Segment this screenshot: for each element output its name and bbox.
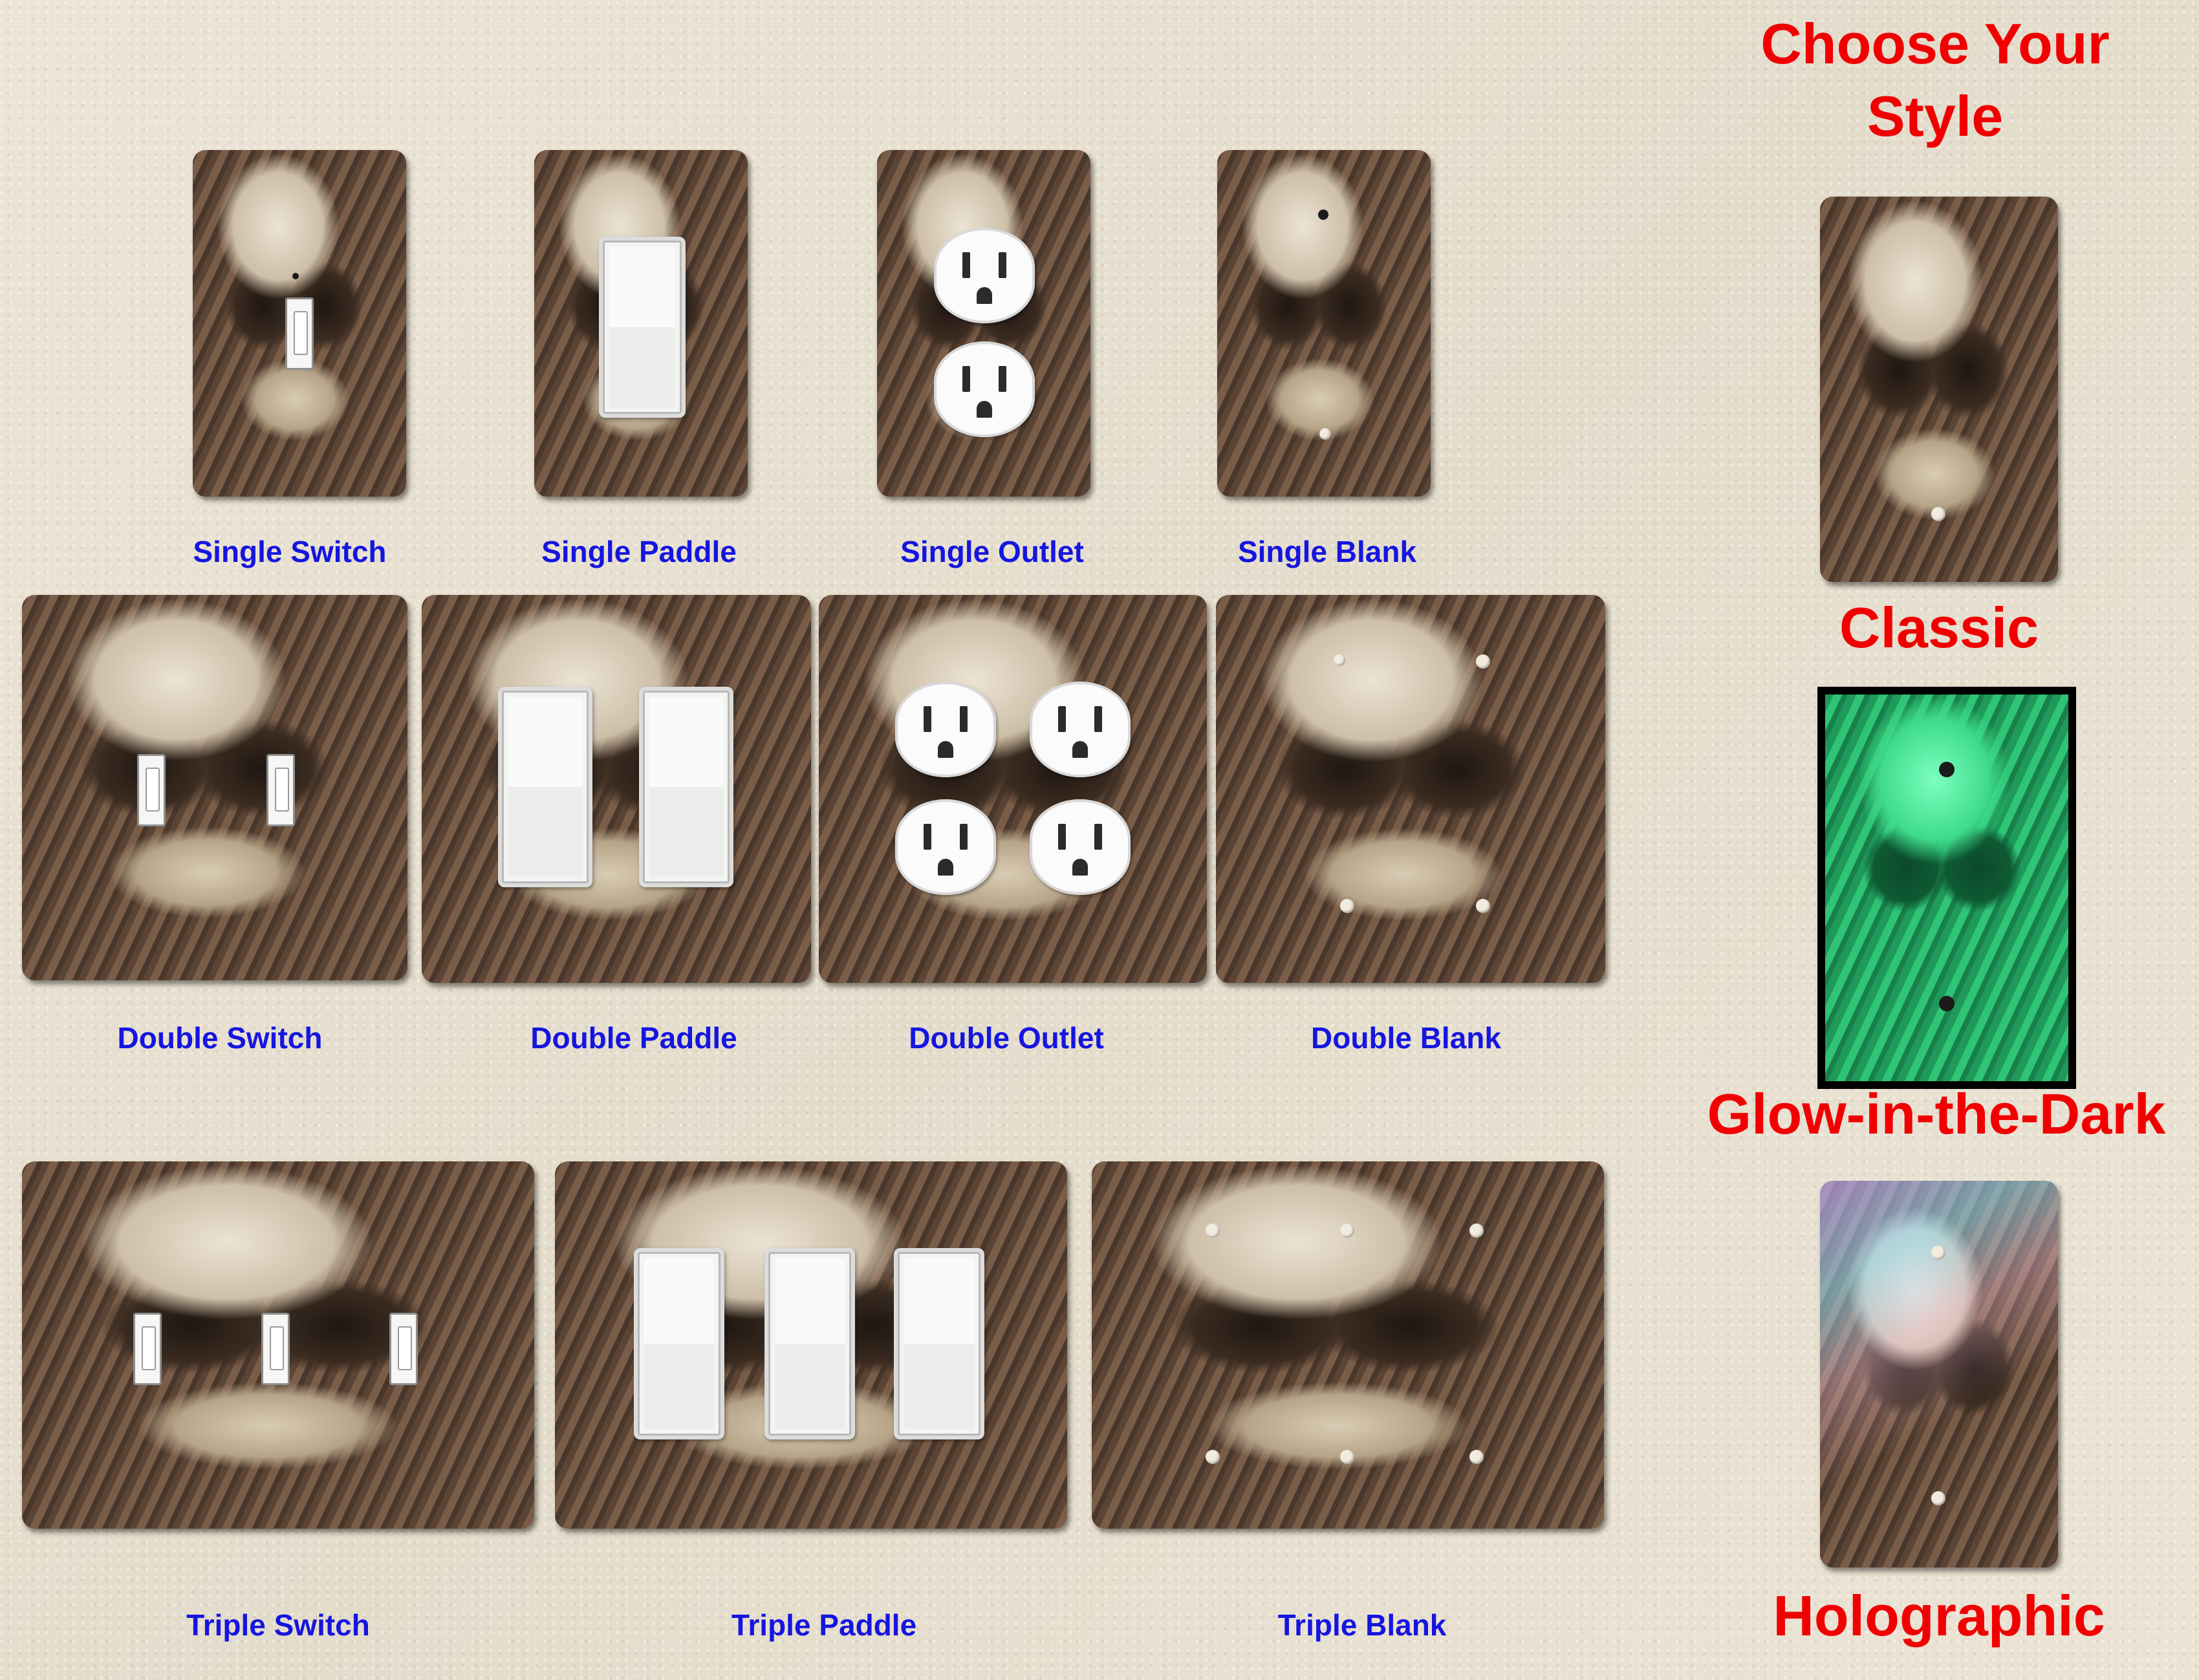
toggle-switch [137,754,166,826]
label-double-blank: Double Blank [1311,1021,1501,1055]
label-single-outlet: Single Outlet [900,535,1084,568]
style-glow-swatch[interactable] [1817,687,2076,1089]
toggle-switch [389,1313,418,1385]
outlet-slot [999,252,1006,278]
label-double-paddle: Double Paddle [530,1021,737,1055]
paddle-switch [764,1248,855,1439]
style-holographic-label: Holographic [1773,1584,2105,1648]
style-classic-label: Classic [1839,596,2039,660]
label-double-outlet: Double Outlet [909,1021,1104,1055]
paddle-switch [894,1248,984,1439]
outlet-slot [1058,706,1066,732]
title-line-2: Style [1867,84,2004,148]
outlet [1030,682,1131,777]
toggle-switch [285,297,314,370]
screw [1931,507,1945,521]
screw [1931,1491,1945,1505]
single-paddle-plate[interactable] [534,150,748,497]
label-triple-switch: Triple Switch [186,1608,370,1642]
outlet-slot [924,706,931,732]
screw [1931,1245,1945,1260]
outlet [934,341,1035,437]
triple-switch-plate[interactable] [22,1161,534,1529]
choose-style-title: Choose Your Style [1760,8,2109,153]
double-switch-plate[interactable] [22,595,407,980]
single-outlet-plate[interactable] [877,150,1090,497]
screw [1476,899,1490,913]
label-single-switch: Single Switch [193,535,387,568]
outlet-ground [938,741,953,758]
outlet-ground [1072,741,1088,758]
screw [292,273,299,279]
screw [1340,1223,1354,1238]
outlet-slot [1058,824,1066,850]
toggle-switch [266,754,295,826]
single-blank-plate[interactable] [1217,150,1431,497]
outlet-slot [962,366,970,392]
screw [1939,762,1955,777]
outlet [1030,799,1131,895]
triple-paddle-plate[interactable] [555,1161,1067,1529]
outlet-slot [962,252,970,278]
double-blank-plate[interactable] [1216,595,1605,983]
outlet-slot [960,706,968,732]
outlet-ground [938,859,953,876]
screw [1340,1450,1354,1464]
screw [1340,899,1354,913]
outlet [895,682,996,777]
paddle-switch [634,1248,724,1439]
outlet-slot [960,824,968,850]
label-double-switch: Double Switch [117,1021,323,1055]
outlet [934,228,1035,323]
screw [1469,1223,1484,1238]
label-triple-blank: Triple Blank [1277,1608,1447,1642]
single-switch-plate[interactable] [193,150,406,497]
outlet-slot [999,366,1006,392]
screw [1334,654,1345,666]
paddle-switch [639,687,733,887]
toggle-switch [133,1313,162,1385]
screw [1939,996,1955,1011]
screw [1206,1450,1220,1464]
style-glow-label: Glow-in-the-Dark [1707,1082,2166,1146]
double-paddle-plate[interactable] [422,595,811,983]
screw [1469,1450,1484,1464]
outlet-ground [977,287,992,304]
paddle-switch [599,237,686,418]
outlet-ground [977,401,992,418]
screw [1319,428,1331,440]
label-single-paddle: Single Paddle [541,535,737,568]
paddle-switch [498,687,592,887]
outlet-slot [1094,706,1102,732]
outlet-slot [1094,824,1102,850]
outlet-slot [924,824,931,850]
screw [1206,1223,1220,1238]
outlet [895,799,996,895]
title-line-1: Choose Your [1760,12,2110,76]
label-triple-paddle: Triple Paddle [731,1608,917,1642]
triple-blank-plate[interactable] [1092,1161,1604,1529]
label-single-blank: Single Blank [1237,535,1417,568]
screw [1476,654,1490,669]
double-outlet-plate[interactable] [819,595,1207,983]
style-classic-swatch[interactable] [1820,197,2058,582]
outlet-ground [1072,859,1088,876]
screw [1318,210,1328,220]
style-holographic-swatch[interactable] [1820,1181,2058,1567]
toggle-switch [261,1313,290,1385]
